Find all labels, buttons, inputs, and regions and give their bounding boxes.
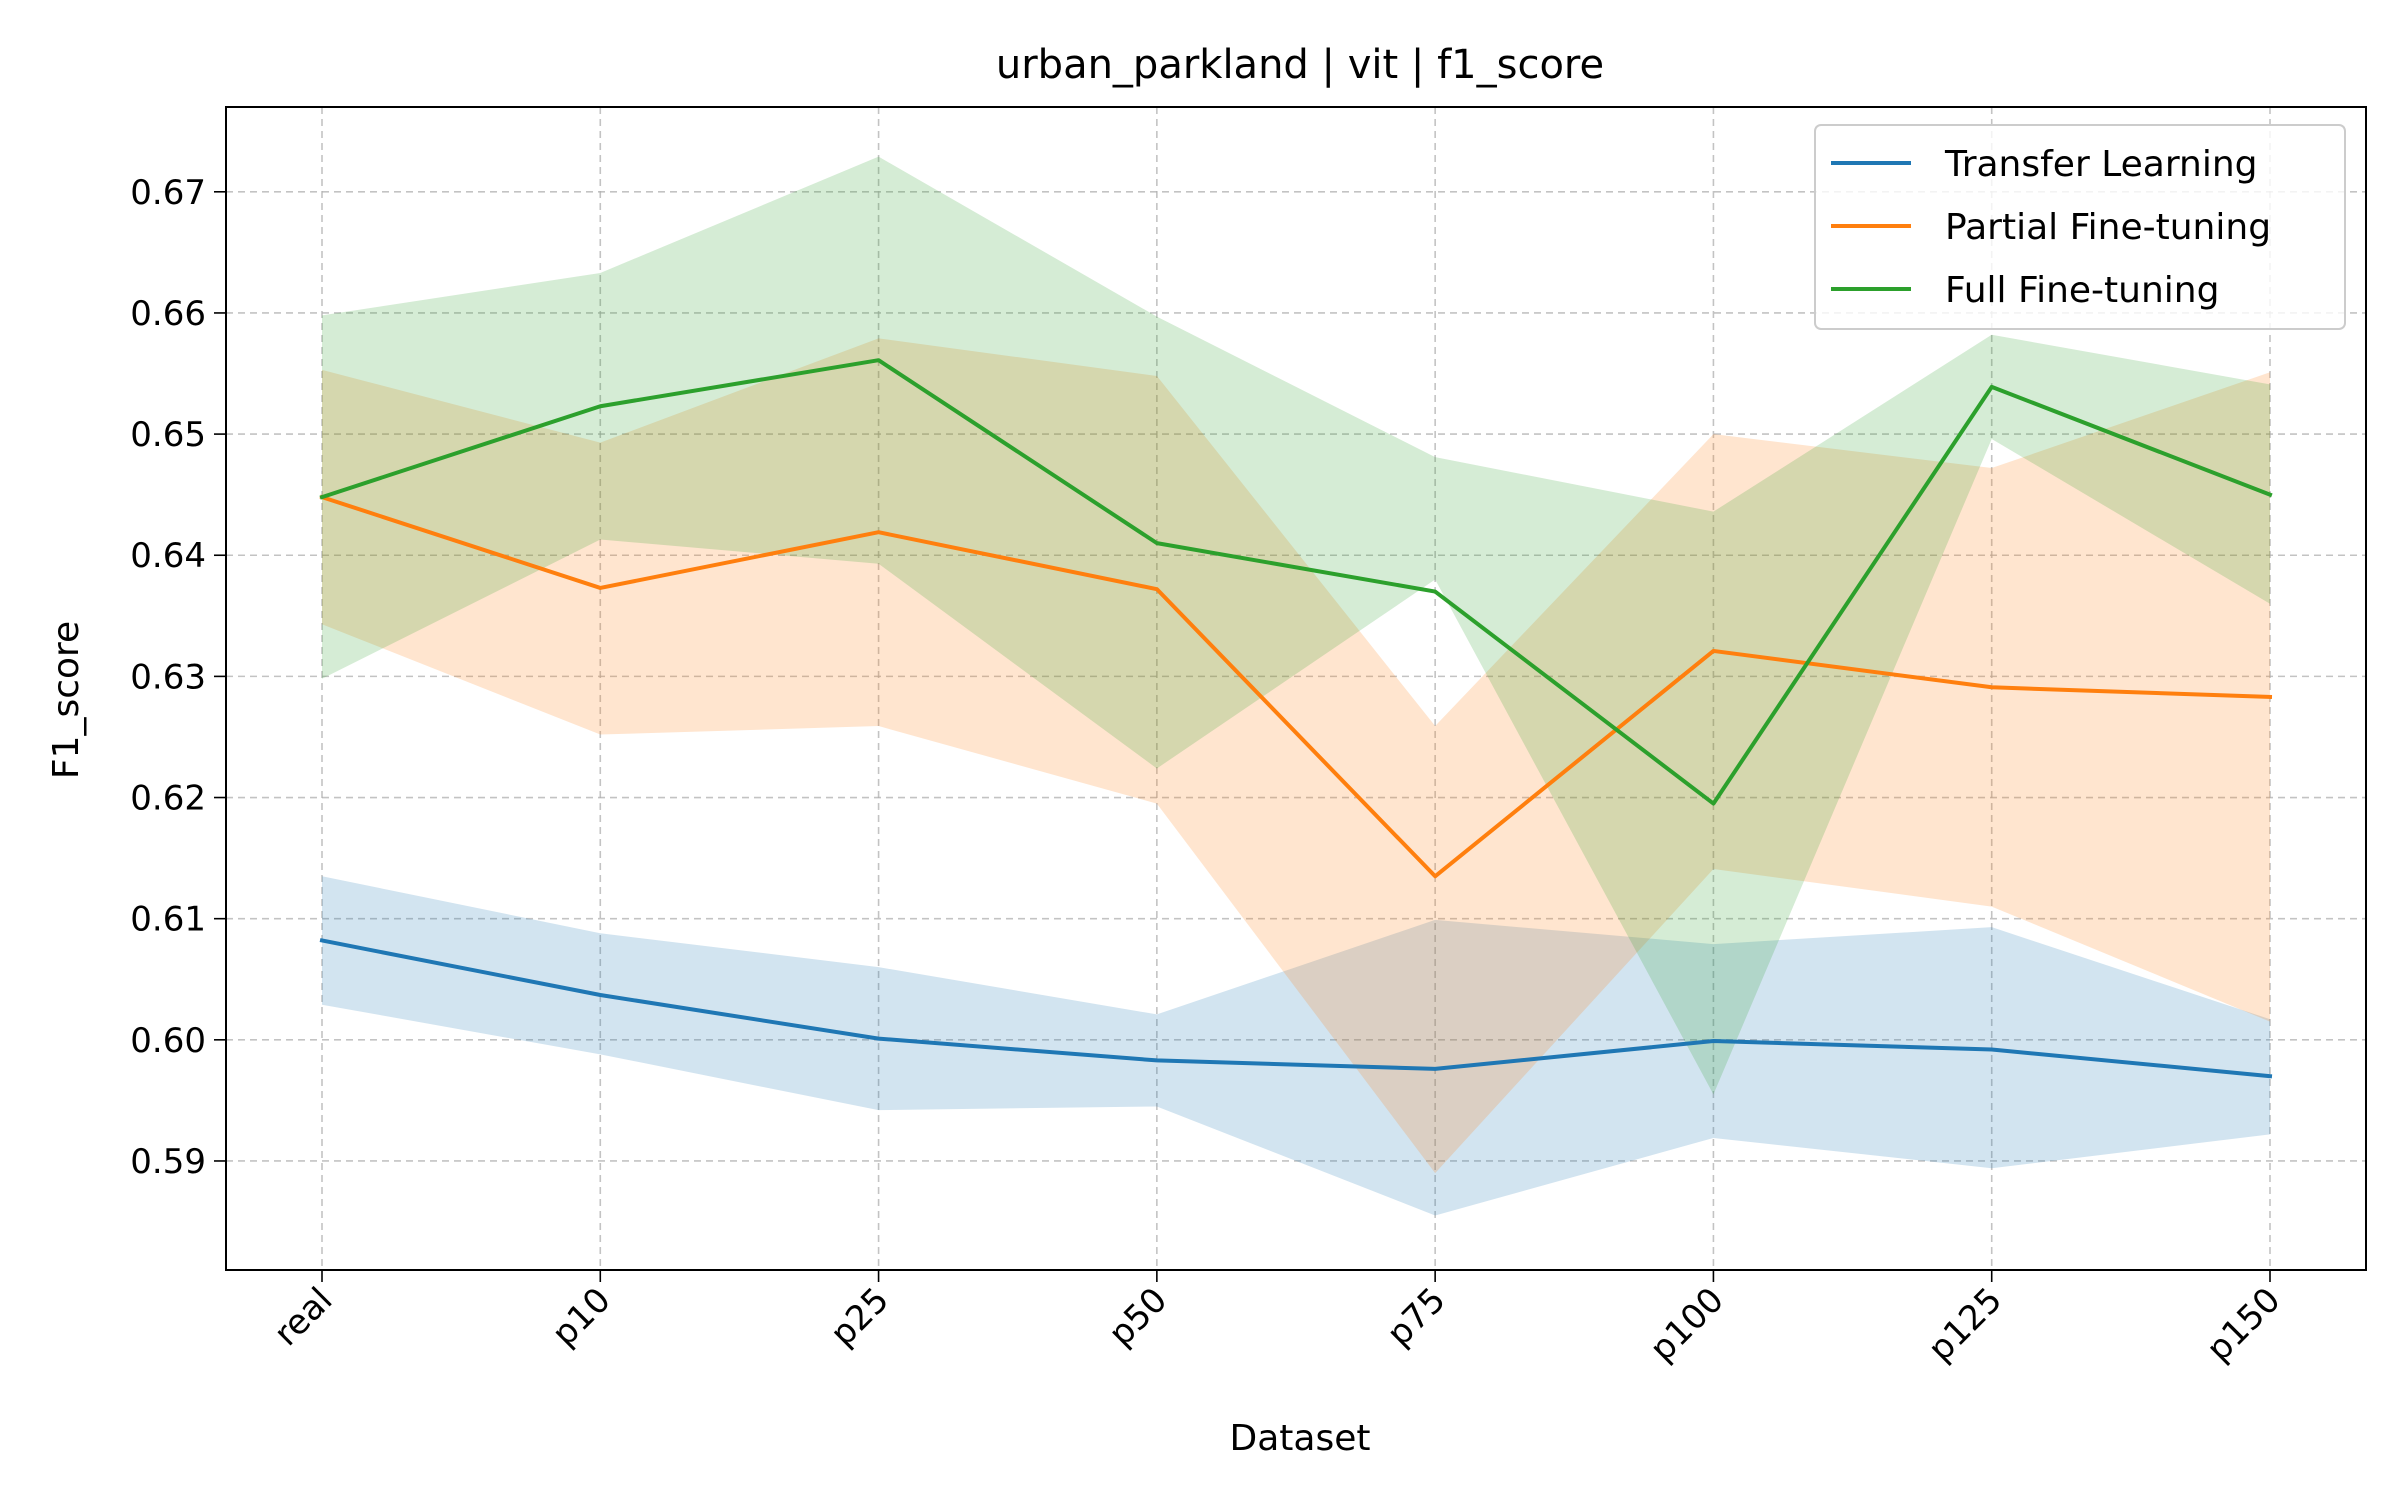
confidence-band bbox=[322, 156, 2270, 1095]
legend-label: Transfer Learning bbox=[1944, 144, 2258, 185]
series-line bbox=[319, 358, 2273, 806]
y-tick-label: 0.66 bbox=[130, 294, 206, 334]
x-axis-label: Dataset bbox=[1230, 1418, 1371, 1459]
y-tick-label: 0.60 bbox=[130, 1021, 206, 1061]
legend-label: Full Fine-tuning bbox=[1945, 270, 2219, 311]
grid bbox=[226, 107, 2366, 1270]
series-line bbox=[319, 494, 2273, 879]
series-line bbox=[319, 938, 2273, 1079]
y-tick-label: 0.61 bbox=[130, 900, 206, 940]
y-tick-label: 0.59 bbox=[130, 1142, 206, 1182]
legend-label: Partial Fine-tuning bbox=[1945, 207, 2271, 248]
y-axis-label: F1_score bbox=[46, 621, 87, 779]
y-tick-label: 0.67 bbox=[130, 173, 206, 213]
legend-box bbox=[1814, 124, 2346, 330]
series-lines bbox=[319, 358, 2273, 1079]
y-tick-label: 0.65 bbox=[130, 415, 206, 455]
plot-frame bbox=[225, 106, 2367, 1271]
legend: Transfer Learning Partial Fine-tuning Full… bbox=[1814, 124, 2346, 330]
y-tick-label: 0.62 bbox=[130, 779, 206, 819]
y-tick-label: 0.64 bbox=[130, 536, 206, 576]
confidence-band bbox=[322, 876, 2270, 1216]
y-tick-label: 0.63 bbox=[130, 657, 206, 697]
chart-title: urban_parkland | vit | f1_score bbox=[996, 42, 1604, 88]
